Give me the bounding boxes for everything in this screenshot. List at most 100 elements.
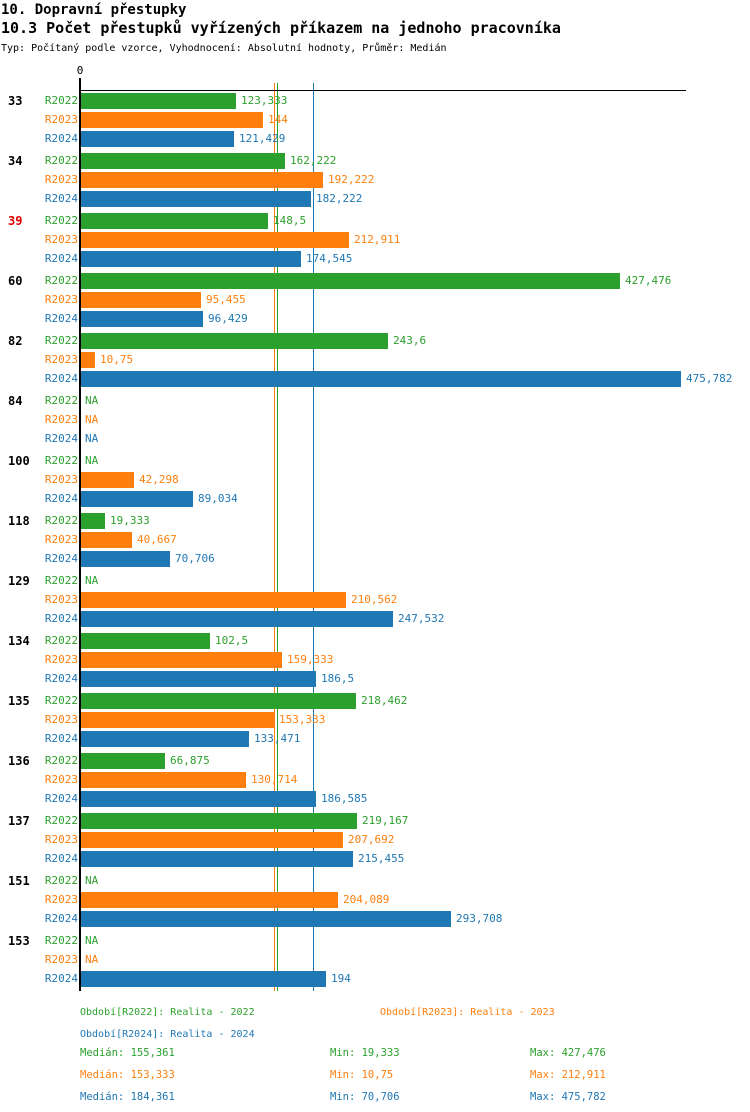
stat-median-r2023: Medián: 153,333 xyxy=(80,1069,175,1081)
bar-value-label: 153,333 xyxy=(279,713,326,726)
series-label-r2024: R2024 xyxy=(44,792,78,805)
category-label: 135 xyxy=(8,694,30,708)
bar-value-label: 133,471 xyxy=(254,732,301,745)
bar-r2024 xyxy=(81,251,301,267)
series-label-r2022: R2022 xyxy=(44,634,78,647)
median-line-r2024 xyxy=(313,83,314,991)
stat-median-r2022: Medián: 155,361 xyxy=(80,1047,175,1059)
bar-value-label: 40,667 xyxy=(137,533,177,546)
bar-r2024 xyxy=(81,731,249,747)
category-label: 82 xyxy=(8,334,23,348)
bar-r2023 xyxy=(81,832,343,848)
series-label-r2024: R2024 xyxy=(44,132,78,145)
stat-median-r2024: Medián: 184,361 xyxy=(80,1091,175,1103)
series-label-r2022: R2022 xyxy=(44,94,78,107)
series-label-r2024: R2024 xyxy=(44,492,78,505)
legend-item-r2024: Období[R2024]: Realita - 2024 xyxy=(80,1029,255,1040)
bar-value-label: NA xyxy=(85,874,99,887)
series-label-r2022: R2022 xyxy=(44,214,78,227)
series-label-r2022: R2022 xyxy=(44,274,78,287)
series-label-r2024: R2024 xyxy=(44,252,78,265)
bar-r2024 xyxy=(81,611,393,627)
bar-value-label: 212,911 xyxy=(354,233,401,246)
bar-r2023 xyxy=(81,772,246,788)
series-label-r2023: R2023 xyxy=(44,173,78,186)
category-label: 134 xyxy=(8,634,30,648)
bar-r2023 xyxy=(81,712,274,728)
category-label: 84 xyxy=(8,394,23,408)
bar-value-label: NA xyxy=(85,574,99,587)
series-label-r2023: R2023 xyxy=(44,233,78,246)
series-label-r2022: R2022 xyxy=(44,694,78,707)
bar-value-label: 102,5 xyxy=(215,634,249,647)
bar-value-label: 42,298 xyxy=(139,473,179,486)
bar-r2024 xyxy=(81,491,193,507)
bar-r2024 xyxy=(81,311,203,327)
bar-r2024 xyxy=(81,971,326,987)
series-label-r2024: R2024 xyxy=(44,372,78,385)
bar-value-label: 204,089 xyxy=(343,893,390,906)
stat-max-r2022: Max: 427,476 xyxy=(530,1047,606,1059)
bar-value-label: 10,75 xyxy=(100,353,134,366)
bar-r2022 xyxy=(81,213,268,229)
bar-value-label: 182,222 xyxy=(316,192,363,205)
bar-value-label: NA xyxy=(85,432,99,445)
bar-r2022 xyxy=(81,273,620,289)
bar-value-label: 159,333 xyxy=(287,653,334,666)
bar-r2022 xyxy=(81,753,165,769)
series-label-r2022: R2022 xyxy=(44,514,78,527)
series-label-r2022: R2022 xyxy=(44,754,78,767)
bar-value-label: 89,034 xyxy=(198,492,238,505)
series-label-r2024: R2024 xyxy=(44,972,78,985)
bar-value-label: 427,476 xyxy=(625,274,672,287)
stat-min-r2022: Min: 19,333 xyxy=(330,1047,400,1059)
series-label-r2024: R2024 xyxy=(44,612,78,625)
category-label: 137 xyxy=(8,814,30,828)
bar-r2022 xyxy=(81,93,236,109)
series-label-r2024: R2024 xyxy=(44,912,78,925)
bar-r2024 xyxy=(81,851,353,867)
bar-r2024 xyxy=(81,131,234,147)
series-label-r2024: R2024 xyxy=(44,552,78,565)
bar-value-label: 219,167 xyxy=(362,814,409,827)
bar-r2023 xyxy=(81,652,282,668)
bar-value-label: 96,429 xyxy=(208,312,248,325)
bar-r2024 xyxy=(81,671,316,687)
bar-value-label: 215,455 xyxy=(358,852,405,865)
category-label: 153 xyxy=(8,934,30,948)
bar-r2022 xyxy=(81,693,356,709)
category-label: 33 xyxy=(8,94,23,108)
report-title: 10. Dopravní přestupky xyxy=(1,2,187,18)
legend-item-r2023: Období[R2023]: Realita - 2023 xyxy=(380,1007,555,1018)
bar-value-label: 186,5 xyxy=(321,672,355,685)
stat-min-r2023: Min: 10,75 xyxy=(330,1069,394,1081)
series-label-r2023: R2023 xyxy=(44,593,78,606)
series-label-r2023: R2023 xyxy=(44,413,78,426)
category-label: 34 xyxy=(8,154,23,168)
bar-value-label: 210,562 xyxy=(351,593,398,606)
bar-value-label: 174,545 xyxy=(306,252,353,265)
bar-r2023 xyxy=(81,232,349,248)
y-axis-line xyxy=(79,78,81,991)
category-label: 39 xyxy=(8,214,23,228)
series-label-r2023: R2023 xyxy=(44,773,78,786)
bar-value-label: 243,6 xyxy=(393,334,427,347)
bar-r2022 xyxy=(81,633,210,649)
bar-value-label: 293,708 xyxy=(456,912,503,925)
bar-value-label: 194 xyxy=(331,972,351,985)
bar-value-label: 247,532 xyxy=(398,612,445,625)
bar-r2023 xyxy=(81,532,132,548)
bar-value-label: NA xyxy=(85,454,99,467)
series-label-r2022: R2022 xyxy=(44,874,78,887)
bar-r2023 xyxy=(81,592,346,608)
category-label: 136 xyxy=(8,754,30,768)
bar-value-label: 66,875 xyxy=(170,754,210,767)
bar-r2024 xyxy=(81,371,681,387)
bar-r2024 xyxy=(81,191,311,207)
x-axis-line xyxy=(79,90,686,91)
report-subtitle: 10.3 Počet přestupků vyřízených příkazem… xyxy=(1,19,561,37)
bar-r2022 xyxy=(81,513,105,529)
bar-r2023 xyxy=(81,292,201,308)
legend-item-r2022: Období[R2022]: Realita - 2022 xyxy=(80,1007,255,1018)
bar-r2022 xyxy=(81,813,357,829)
